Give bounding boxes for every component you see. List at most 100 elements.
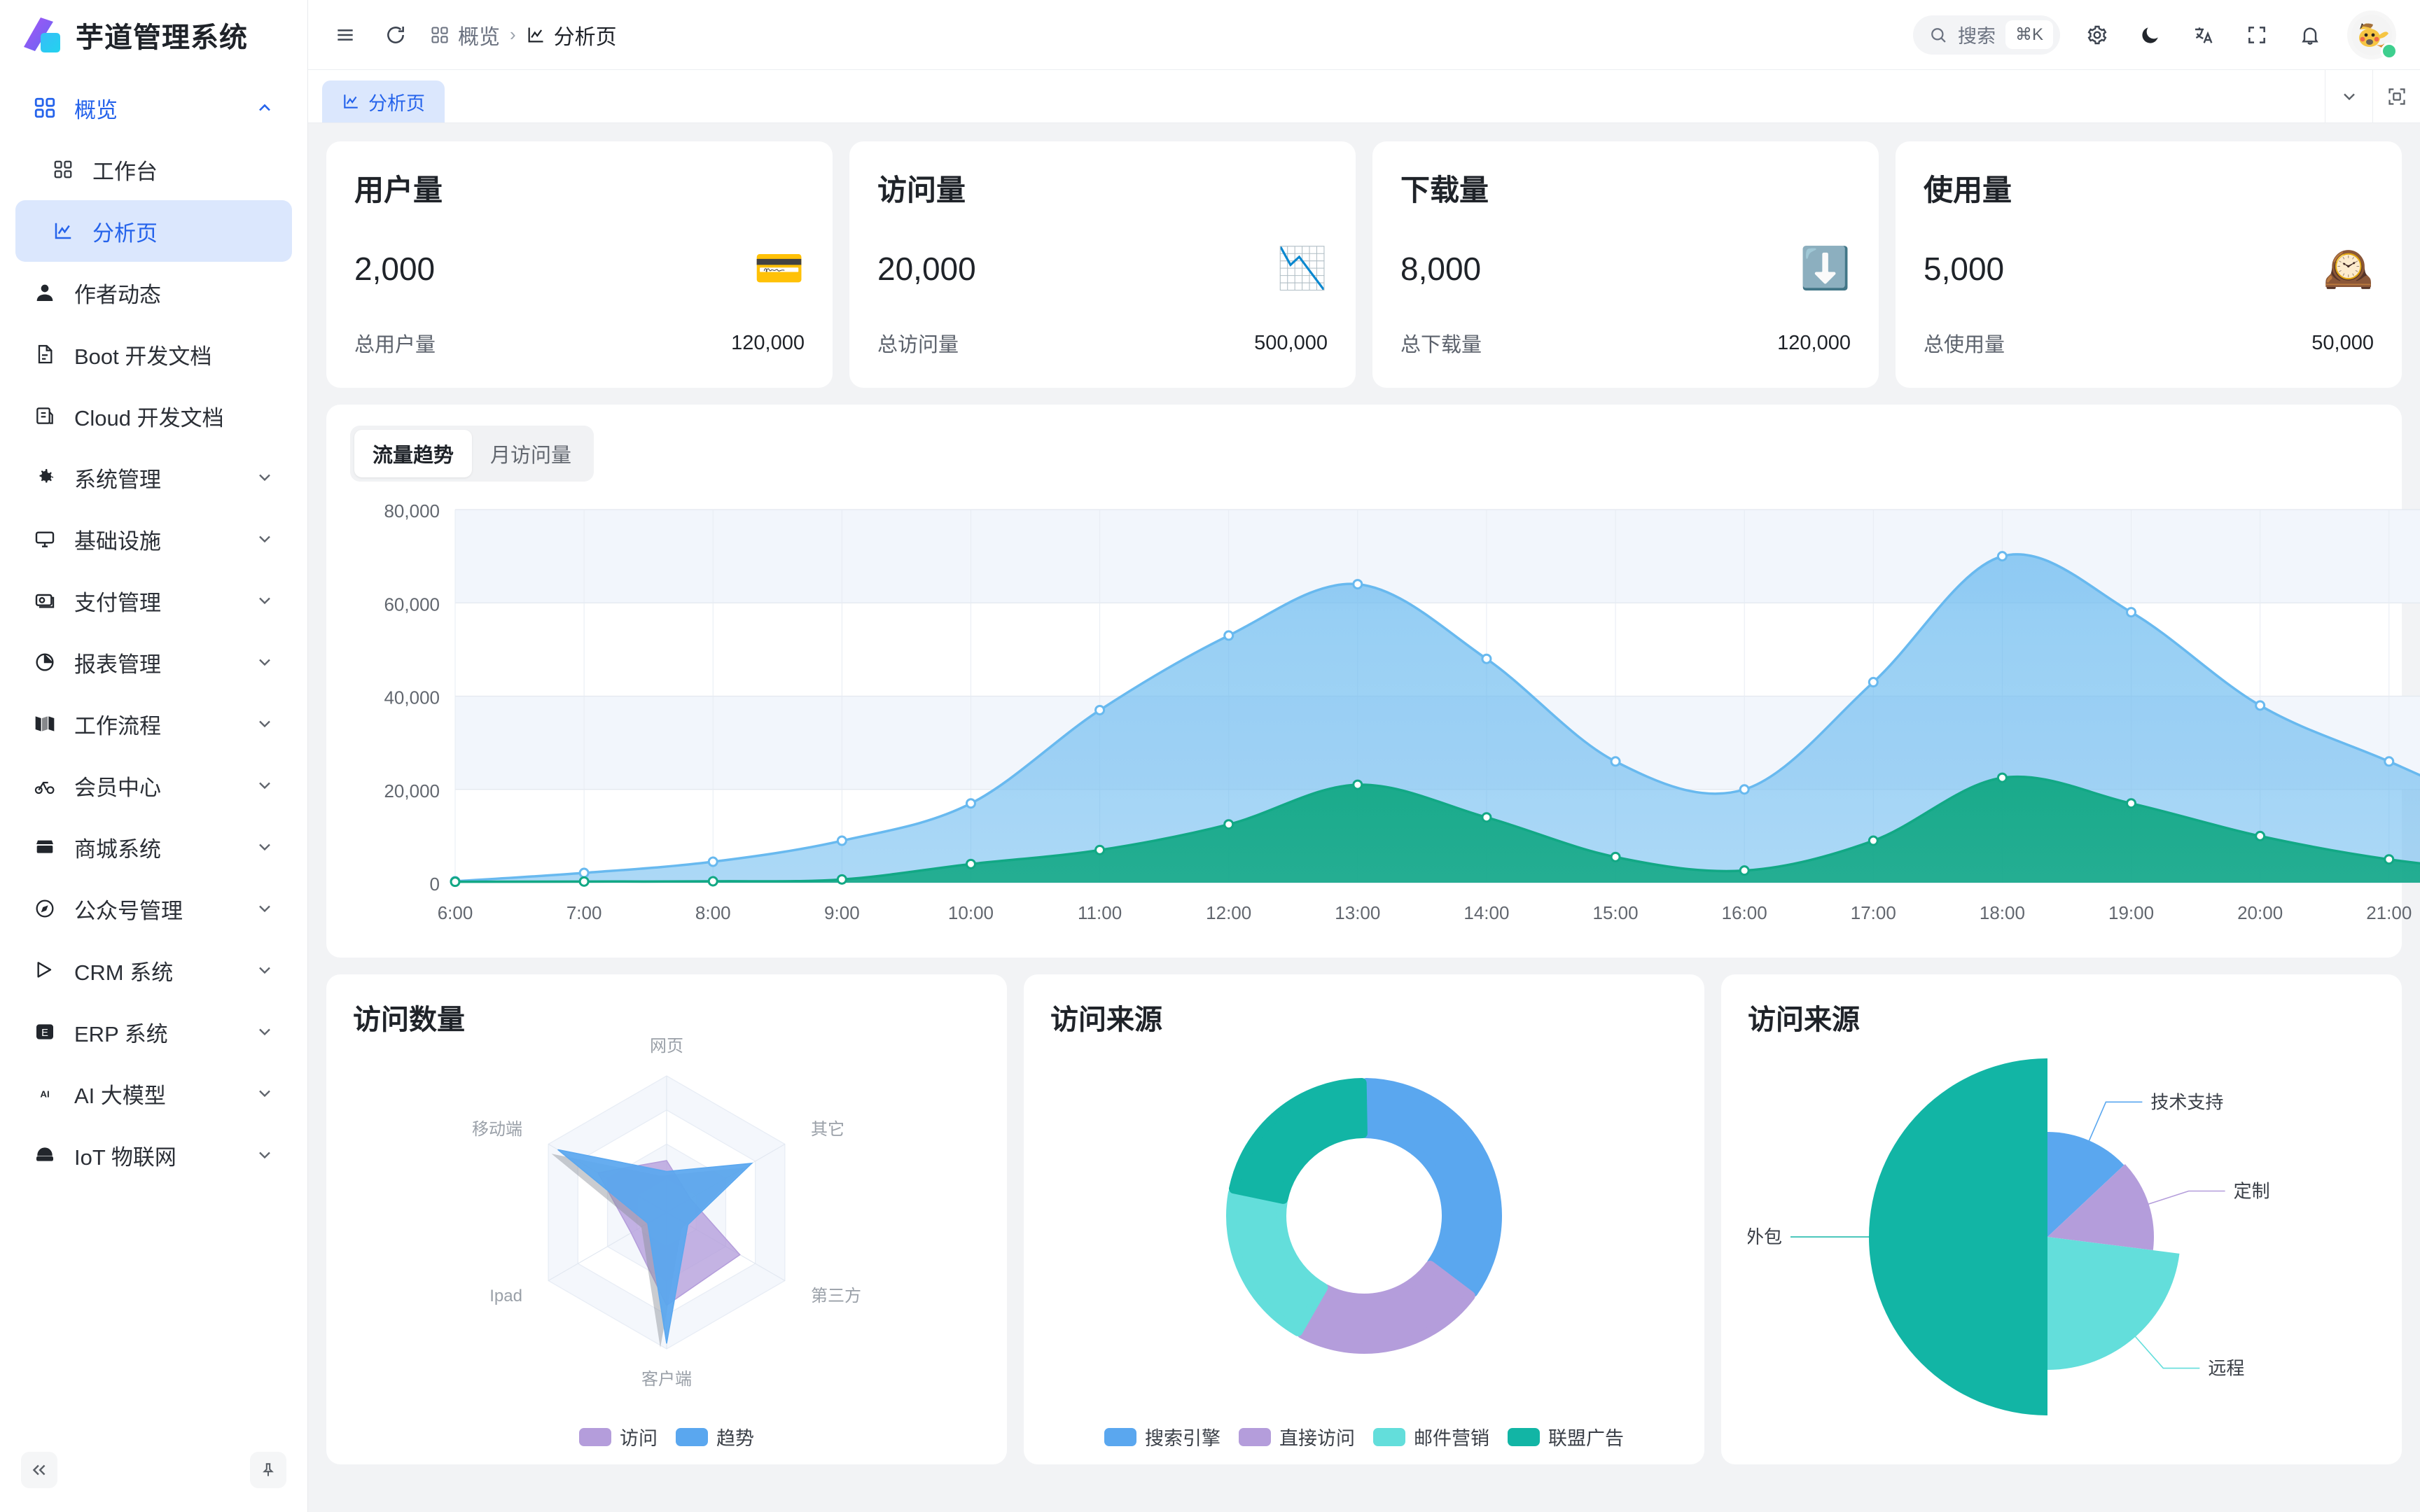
sidebar-item-ai-model[interactable]: AI AI 大模型 xyxy=(15,1063,292,1124)
chevron-down-icon[interactable] xyxy=(253,774,277,797)
sidebar-item-label: 系统管理 xyxy=(74,467,161,492)
search-shortcut: ⌘K xyxy=(2005,20,2053,49)
svg-text:17:00: 17:00 xyxy=(1851,902,1896,923)
settings-button[interactable] xyxy=(2081,19,2113,51)
legend-item[interactable]: 邮件营销 xyxy=(1373,1423,1489,1450)
visit-source-rose-card: 访问来源 技术支持 定制 远程 外包 xyxy=(1721,974,2402,1464)
flow-icon xyxy=(31,710,59,738)
traffic-trend-card: 流量趋势 月访问量 0 20,000 40,000 60,000 80,000 6:00 7… xyxy=(326,405,2420,958)
breadcrumb-separator: › xyxy=(510,24,516,45)
legend-item[interactable]: 直接访问 xyxy=(1239,1423,1355,1450)
notifications-button[interactable] xyxy=(2294,19,2326,51)
tab-expand-button[interactable] xyxy=(2372,70,2420,122)
page-content: 用户量 2,000 💳 总用户量 120,000 访问量 20,000 📉 xyxy=(308,123,2420,1512)
trend-tab-traffic[interactable]: 流量趋势 xyxy=(354,430,473,477)
sidebar-item-erp-system[interactable]: E ERP 系统 xyxy=(15,1001,292,1063)
language-button[interactable] xyxy=(2188,19,2220,51)
breadcrumb-item-analysis[interactable]: 分析页 xyxy=(526,20,617,50)
chevron-down-icon[interactable] xyxy=(253,465,277,489)
dark-mode-button[interactable] xyxy=(2134,19,2167,51)
status-badge xyxy=(2381,42,2398,59)
search-input[interactable]: 搜索 ⌘K xyxy=(1912,15,2060,55)
sidebar-pin-button[interactable] xyxy=(250,1452,286,1488)
brand-logo[interactable]: 芋道管理系统 xyxy=(0,0,307,70)
svg-text:13:00: 13:00 xyxy=(1335,902,1380,923)
svg-text:11:00: 11:00 xyxy=(1078,902,1122,923)
sidebar-item-iot[interactable]: IoT 物联网 xyxy=(15,1124,292,1186)
svg-text:10:00: 10:00 xyxy=(948,902,994,923)
sidebar-item-system-management[interactable]: 系统管理 xyxy=(15,447,292,508)
legend-item[interactable]: 联盟广告 xyxy=(1508,1423,1624,1450)
chevron-up-icon[interactable] xyxy=(253,96,277,120)
chevron-down-icon[interactable] xyxy=(253,958,277,982)
stat-card-visits: 访问量 20,000 📉 总访问量 500,000 xyxy=(849,141,1356,388)
sidebar-item-official-account[interactable]: 公众号管理 xyxy=(15,878,292,939)
legend-item[interactable]: 搜索引擎 xyxy=(1104,1423,1221,1450)
chevron-down-icon[interactable] xyxy=(253,527,277,551)
chevron-down-icon[interactable] xyxy=(253,1020,277,1044)
monitor-icon xyxy=(31,525,59,553)
svg-text:其它: 其它 xyxy=(811,1120,844,1139)
search-icon xyxy=(1928,25,1948,45)
chevron-down-icon[interactable] xyxy=(253,897,277,920)
fullscreen-button[interactable] xyxy=(2241,19,2273,51)
chevron-down-icon[interactable] xyxy=(253,712,277,736)
chevron-down-icon[interactable] xyxy=(253,650,277,674)
sidebar-item-workbench[interactable]: 工作台 xyxy=(15,139,292,200)
legend-item[interactable]: 趋势 xyxy=(676,1423,754,1450)
svg-text:40,000: 40,000 xyxy=(384,687,440,708)
sidebar: 芋道管理系统 概览 xyxy=(0,0,308,1512)
legend-item[interactable]: 访问 xyxy=(579,1423,658,1450)
tab-more-button[interactable] xyxy=(2325,70,2372,122)
sidebar-item-report-management[interactable]: 报表管理 xyxy=(15,631,292,693)
stat-total-value: 120,000 xyxy=(1777,331,1851,354)
tab-analysis[interactable]: 分析页 xyxy=(322,80,445,122)
svg-text:客户端: 客户端 xyxy=(641,1370,692,1387)
cloud-doc-icon xyxy=(31,402,59,430)
stat-value: 5,000 xyxy=(1924,251,2005,287)
sidebar-item-workflow[interactable]: 工作流程 xyxy=(15,693,292,755)
sidebar-item-label: IoT 物联网 xyxy=(74,1144,176,1170)
sidebar-item-crm-system[interactable]: CRM 系统 xyxy=(15,939,292,1001)
top-bar-actions: 搜索 ⌘K xyxy=(1912,10,2398,59)
sidebar-item-author-news[interactable]: 作者动态 xyxy=(15,262,292,323)
grid-icon xyxy=(49,155,77,183)
gear-icon xyxy=(31,463,59,491)
sidebar-item-analysis[interactable]: 分析页 xyxy=(15,200,292,262)
crm-icon xyxy=(31,956,59,984)
svg-text:外包: 外包 xyxy=(1748,1226,1782,1247)
payment-icon xyxy=(31,587,59,615)
hamburger-icon[interactable] xyxy=(329,19,361,51)
refresh-icon[interactable] xyxy=(380,19,412,51)
legend-label: 搜索引擎 xyxy=(1145,1428,1221,1449)
svg-text:20,000: 20,000 xyxy=(384,780,440,802)
bottom-card-row: 访问数量 网页 其它 第三方 客户端 Ipad 移动端 访问 趋势 访问来源 搜索引擎 直… xyxy=(326,974,2402,1464)
stat-total-label: 总用户量 xyxy=(354,334,436,356)
stat-title: 访问量 xyxy=(877,174,966,206)
sidebar-item-boot-docs[interactable]: Boot 开发文档 xyxy=(15,323,292,385)
sidebar-item-member-center[interactable]: 会员中心 xyxy=(15,755,292,816)
sidebar-item-infrastructure[interactable]: 基础设施 xyxy=(15,508,292,570)
chevron-down-icon[interactable] xyxy=(253,589,277,612)
tab-bar: 分析页 xyxy=(308,70,2420,123)
sidebar-item-payment-management[interactable]: 支付管理 xyxy=(15,570,292,631)
breadcrumb-item-overview[interactable]: 概览 xyxy=(430,20,500,50)
avatar[interactable] xyxy=(2347,10,2398,59)
chevron-down-icon[interactable] xyxy=(253,1143,277,1167)
sidebar-collapse-button[interactable] xyxy=(21,1452,57,1488)
chevron-down-icon[interactable] xyxy=(253,1082,277,1105)
main-area: 概览 › 分析页 搜索 ⌘K xyxy=(308,0,2420,1512)
legend-label: 邮件营销 xyxy=(1414,1428,1489,1449)
stat-title: 使用量 xyxy=(1924,174,2012,206)
svg-text:Ipad: Ipad xyxy=(489,1287,522,1306)
trend-tab-monthly[interactable]: 月访问量 xyxy=(490,444,572,467)
svg-text:远程: 远程 xyxy=(2208,1358,2244,1379)
moon-icon xyxy=(2139,24,2162,46)
stat-value: 8,000 xyxy=(1400,251,1482,287)
sidebar-item-cloud-docs[interactable]: Cloud 开发文档 xyxy=(15,385,292,447)
chevron-down-icon[interactable] xyxy=(253,835,277,859)
sidebar-item-mall-system[interactable]: 商城系统 xyxy=(15,816,292,878)
sidebar-item-overview[interactable]: 概览 xyxy=(15,77,292,139)
